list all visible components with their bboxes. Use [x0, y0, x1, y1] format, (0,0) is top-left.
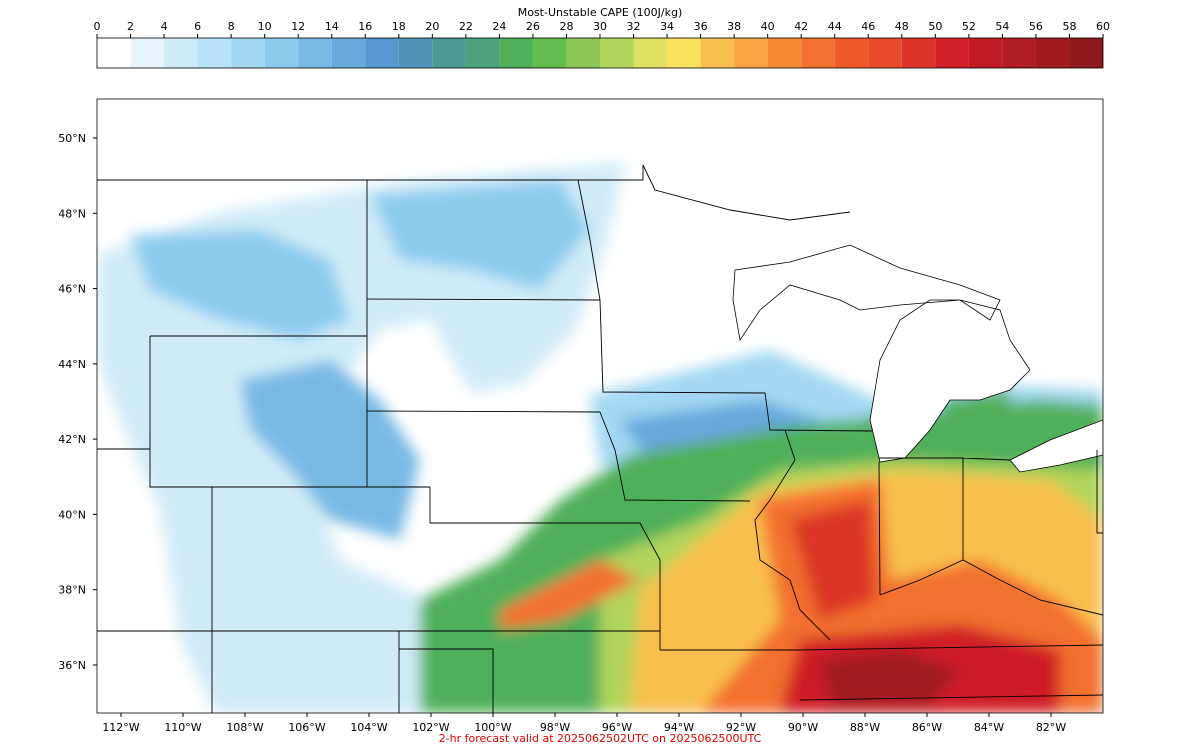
lon-label: 100°W: [474, 721, 511, 734]
colorbar-bin: [868, 38, 902, 68]
colorbar-tick-label: 6: [194, 20, 201, 33]
colorbar-tick-label: 30: [593, 20, 607, 33]
colorbar-tick-label: 8: [228, 20, 235, 33]
lat-label: 46°N: [58, 283, 86, 296]
colorbar-bin: [968, 38, 1003, 68]
cape-field: [97, 162, 1103, 713]
colorbar-bin: [331, 38, 366, 68]
colorbar-bin: [1035, 38, 1070, 68]
colorbar-bin: [600, 38, 634, 68]
lon-label: 96°W: [602, 721, 632, 734]
lat-label: 48°N: [58, 207, 86, 220]
colorbar-bin: [935, 38, 969, 68]
colorbar-bin: [365, 38, 399, 68]
colorbar-tick-label: 42: [794, 20, 808, 33]
colorbar-bin: [532, 38, 567, 68]
colorbar-bin: [465, 38, 500, 68]
colorbar: 0 2 4 6 8 10 12 14 16 18 20 22 24 26 28 30 32 34 36 38 40 42 4…: [94, 20, 1110, 69]
lat-label: 44°N: [58, 358, 86, 371]
colorbar-tick-label: 16: [358, 20, 372, 33]
lat-label: 36°N: [58, 659, 86, 672]
colorbar-tick-label: 34: [660, 20, 674, 33]
lat-label: 42°N: [58, 433, 86, 446]
map-axes: 50°N 48°N 46°N 44°N 42°N 40°N 38°N 36°N 112°W 110…: [58, 132, 1066, 734]
map-frame: [96, 98, 1104, 714]
colorbar-tick-label: 32: [627, 20, 641, 33]
colorbar-tick-label: 40: [761, 20, 775, 33]
colorbar-bin: [801, 38, 835, 68]
colorbar-tick-label: 48: [895, 20, 909, 33]
lon-label: 104°W: [350, 721, 387, 734]
colorbar-bin: [1069, 38, 1103, 68]
lon-label: 92°W: [726, 721, 756, 734]
lon-label: 102°W: [412, 721, 449, 734]
colorbar-bin: [97, 38, 131, 68]
lon-label: 110°W: [164, 721, 201, 734]
colorbar-tick-label: 28: [559, 20, 573, 33]
colorbar-tick-label: 56: [1029, 20, 1043, 33]
colorbar-bin: [700, 38, 735, 68]
colorbar-title: Most-Unstable CAPE (100J/kg): [518, 6, 683, 19]
colorbar-tick-label: 12: [291, 20, 305, 33]
colorbar-tick-label: 20: [425, 20, 439, 33]
lon-label: 86°W: [912, 721, 942, 734]
colorbar-tick-label: 2: [127, 20, 134, 33]
colorbar-tick-label: 4: [161, 20, 168, 33]
lon-label: 90°W: [788, 721, 818, 734]
lat-label: 38°N: [58, 584, 86, 597]
colorbar-tick-label: 18: [392, 20, 406, 33]
colorbar-bin: [298, 38, 332, 68]
colorbar-tick-label: 24: [492, 20, 506, 33]
colorbar-tick-label: 0: [94, 20, 101, 33]
colorbar-bin: [734, 38, 768, 68]
colorbar-tick-label: 46: [861, 20, 875, 33]
colorbar-bin: [130, 38, 165, 68]
colorbar-bin: [767, 38, 802, 68]
lon-label: 112°W: [102, 721, 139, 734]
colorbar-bin: [197, 38, 232, 68]
colorbar-tick-label: 50: [928, 20, 942, 33]
lon-label: 84°W: [974, 721, 1004, 734]
colorbar-bin: [1002, 38, 1036, 68]
colorbar-tick-label: 60: [1096, 20, 1110, 33]
colorbar-tick-label: 26: [526, 20, 540, 33]
footer-text: 2-hr forecast valid at 2025062502UTC on …: [439, 732, 762, 745]
colorbar-tick-label: 10: [258, 20, 272, 33]
colorbar-bin: [667, 38, 701, 68]
lon-label: 106°W: [288, 721, 325, 734]
state-borders: [97, 164, 1104, 713]
lon-label: 88°W: [850, 721, 880, 734]
colorbar-tick-label: 54: [995, 20, 1009, 33]
colorbar-tick-label: 36: [694, 20, 708, 33]
colorbar-bin: [432, 38, 466, 68]
lat-label: 40°N: [58, 508, 86, 521]
colorbar-tick-label: 38: [727, 20, 741, 33]
lon-label: 98°W: [540, 721, 570, 734]
colorbar-bin: [231, 38, 265, 68]
colorbar-tick-label: 44: [828, 20, 842, 33]
colorbar-tick-label: 52: [962, 20, 976, 33]
colorbar-tick-label: 22: [459, 20, 473, 33]
lon-label: 82°W: [1036, 721, 1066, 734]
colorbar-bin: [566, 38, 600, 68]
lat-label: 50°N: [58, 132, 86, 145]
colorbar-bin: [398, 38, 433, 68]
colorbar-tick-label: 58: [1062, 20, 1076, 33]
colorbar-bin: [164, 38, 198, 68]
colorbar-bin: [264, 38, 299, 68]
colorbar-tick-label: 14: [325, 20, 339, 33]
lon-label: 108°W: [226, 721, 263, 734]
colorbar-bin: [499, 38, 533, 68]
colorbar-bin: [633, 38, 668, 68]
lon-label: 94°W: [664, 721, 694, 734]
colorbar-bin: [901, 38, 936, 68]
colorbar-bin: [834, 38, 869, 68]
